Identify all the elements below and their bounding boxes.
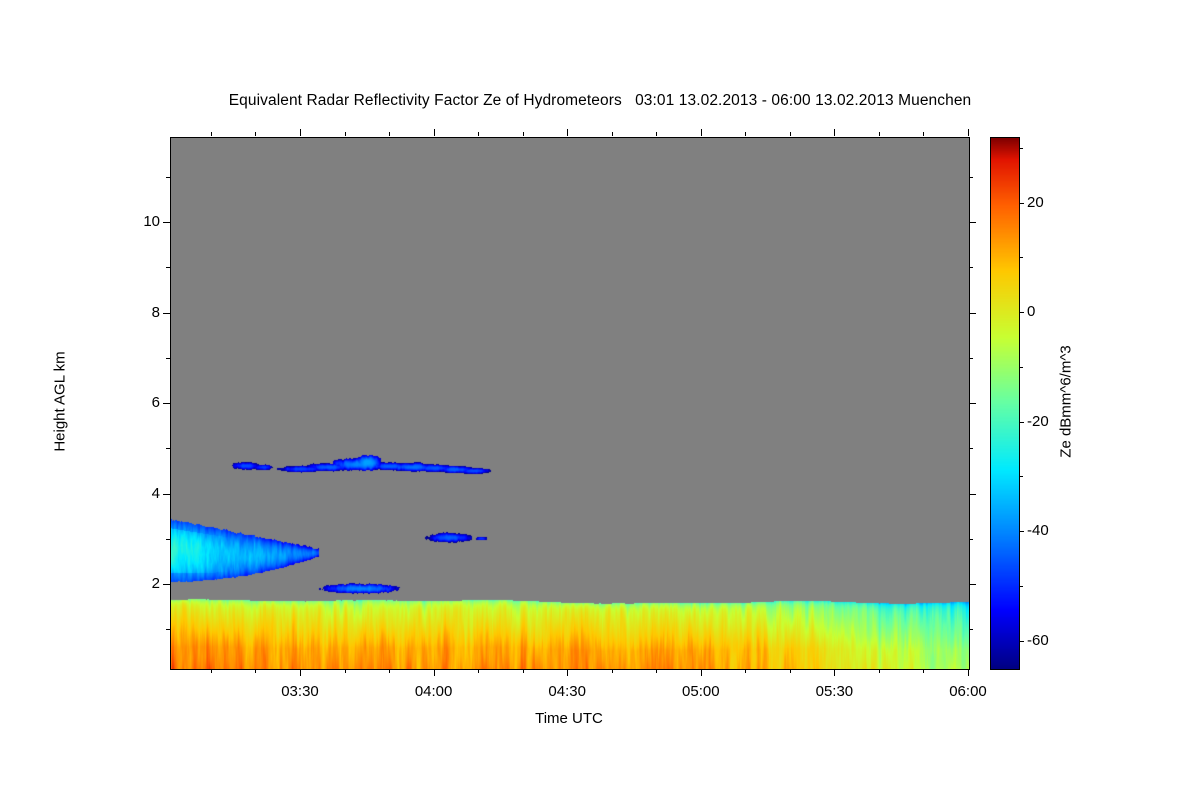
- x-tick-minor: [923, 669, 925, 673]
- colorbar-gradient: [991, 138, 1019, 669]
- y-tick-minor-right: [969, 267, 973, 269]
- colorbar-tick: [1019, 202, 1024, 204]
- x-tick-minor: [656, 669, 658, 673]
- x-tick-minor-top: [656, 132, 658, 136]
- y-tick-minor: [166, 538, 170, 540]
- x-tick-label: 06:00: [949, 683, 987, 700]
- x-tick-minor-top: [789, 132, 791, 136]
- colorbar: [990, 137, 1020, 670]
- x-tick-major: [300, 669, 301, 676]
- x-tick-minor-top: [344, 132, 346, 136]
- x-tick-label: 04:30: [548, 683, 586, 700]
- x-tick-minor: [344, 669, 346, 673]
- colorbar-tick-label: -60: [1027, 631, 1049, 649]
- y-tick-major-right: [969, 312, 976, 314]
- x-tick-minor-top: [522, 132, 524, 136]
- colorbar-tick-label: -40: [1027, 522, 1049, 540]
- y-tick-major-right: [969, 584, 976, 585]
- x-tick-minor-top: [478, 132, 480, 136]
- x-tick-minor: [210, 669, 212, 673]
- colorbar-tick-label: -20: [1027, 412, 1049, 430]
- x-tick-major-top: [567, 129, 569, 136]
- x-axis-title: Time UTC: [535, 710, 603, 727]
- y-tick-major-right: [969, 403, 976, 404]
- x-tick-minor: [478, 669, 480, 673]
- x-tick-label: 05:30: [815, 683, 854, 700]
- colorbar-tick-label: 0: [1027, 303, 1036, 321]
- y-tick-minor-right: [969, 176, 973, 178]
- colorbar-tick: [1019, 312, 1024, 314]
- y-tick-major: [163, 493, 170, 495]
- y-tick-label: 2: [151, 575, 160, 592]
- y-tick-minor: [166, 357, 170, 359]
- y-tick-label: 6: [151, 394, 160, 411]
- colorbar-title: Ze dBmm^6/m^3: [1057, 344, 1075, 458]
- colorbar-tick: [1019, 640, 1024, 642]
- x-tick-minor-top: [389, 132, 391, 136]
- x-tick-minor-top: [745, 132, 747, 136]
- y-tick-major: [163, 584, 170, 585]
- y-tick-label: 10: [143, 213, 160, 230]
- x-tick-major-top: [433, 129, 435, 136]
- y-tick-minor-right: [969, 448, 973, 450]
- y-tick-major-right: [969, 222, 976, 223]
- x-tick-minor-top: [878, 132, 880, 136]
- x-tick-major: [834, 669, 836, 676]
- y-tick-major: [163, 403, 170, 404]
- y-tick-minor-right: [969, 538, 973, 540]
- colorbar-tick: [1019, 421, 1024, 423]
- x-tick-major-top: [968, 129, 969, 136]
- chart-title: Equivalent Radar Reflectivity Factor Ze …: [228, 92, 972, 109]
- y-tick-minor-right: [969, 629, 973, 631]
- reflectivity-heatmap: [171, 138, 969, 669]
- plot-area: [170, 137, 970, 670]
- x-tick-minor-top: [611, 132, 613, 136]
- x-tick-major: [433, 669, 435, 676]
- x-tick-major-top: [834, 129, 836, 136]
- x-tick-label: 03:30: [281, 683, 319, 700]
- x-tick-minor-top: [210, 132, 212, 136]
- x-tick-minor: [611, 669, 613, 673]
- colorbar-tick-minor: [1019, 147, 1023, 149]
- x-tick-minor: [255, 669, 257, 673]
- y-axis-title: Height AGL km: [51, 350, 69, 452]
- y-tick-major-right: [969, 493, 976, 495]
- colorbar-tick-minor: [1019, 257, 1023, 259]
- y-tick-major: [163, 222, 170, 223]
- y-tick-major: [163, 312, 170, 314]
- y-tick-label: 4: [151, 484, 160, 502]
- y-tick-minor: [166, 176, 170, 178]
- x-tick-major: [567, 669, 569, 676]
- colorbar-tick-minor: [1019, 476, 1023, 478]
- colorbar-tick-label: 20: [1027, 193, 1044, 211]
- x-tick-minor-top: [255, 132, 257, 136]
- x-tick-label: 04:00: [414, 683, 453, 700]
- x-tick-label: 05:00: [682, 683, 720, 700]
- x-tick-major: [700, 669, 702, 676]
- colorbar-tick-minor: [1019, 585, 1023, 587]
- x-tick-major-top: [700, 129, 702, 136]
- x-tick-minor: [878, 669, 880, 673]
- y-tick-minor: [166, 448, 170, 450]
- x-tick-major-top: [300, 129, 301, 136]
- y-tick-minor-right: [969, 357, 973, 359]
- colorbar-tick: [1019, 531, 1024, 533]
- y-tick-label: 8: [151, 303, 160, 321]
- y-tick-minor: [166, 629, 170, 631]
- y-tick-minor: [166, 267, 170, 269]
- x-tick-minor: [789, 669, 791, 673]
- x-tick-major: [968, 669, 969, 676]
- x-tick-minor-top: [923, 132, 925, 136]
- x-tick-minor: [389, 669, 391, 673]
- x-tick-minor: [745, 669, 747, 673]
- x-tick-minor: [522, 669, 524, 673]
- colorbar-tick-minor: [1019, 366, 1023, 368]
